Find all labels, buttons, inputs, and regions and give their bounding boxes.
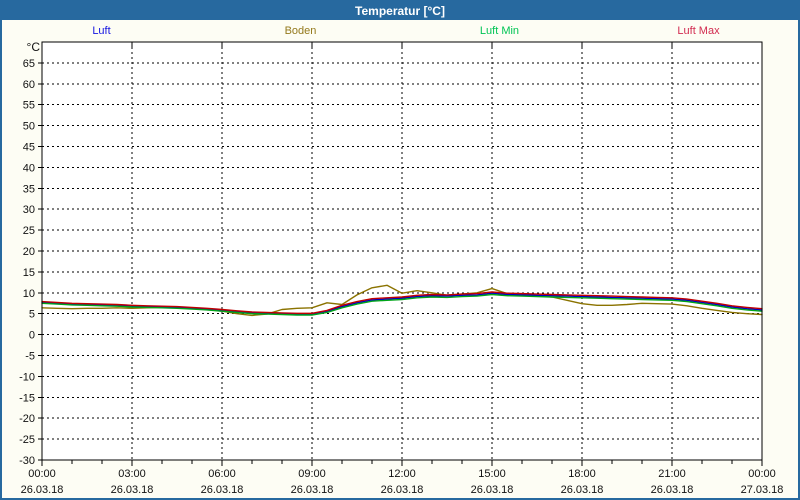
x-axis-time-label: 18:00 [568,468,596,480]
legend-item-luft: Luft [92,25,111,37]
x-axis-date-label: 26.03.18 [21,484,64,496]
x-axis-time-label: 03:00 [118,468,146,480]
y-axis-label: -5 [25,351,35,363]
y-axis-label: -20 [19,413,35,425]
x-axis-time-label: 21:00 [658,468,686,480]
x-axis-date-label: 26.03.18 [471,484,514,496]
y-axis-label: 30 [23,204,35,216]
y-axis-label: -10 [19,371,35,383]
x-axis-date-label: 26.03.18 [381,484,424,496]
x-axis-date-label: 26.03.18 [651,484,694,496]
x-axis-time-label: 12:00 [388,468,416,480]
series-line-luft [41,292,763,315]
window-title: Temperatur [°C] [355,4,445,18]
y-axis-label: 35 [23,183,35,195]
x-axis-time-label: 09:00 [298,468,326,480]
y-axis-label: 65 [23,58,35,70]
y-axis-label: 60 [23,79,35,91]
y-axis-label: 15 [23,267,35,279]
plot-border [41,41,763,461]
series-line-luft-max [41,291,763,314]
legend-item-luft-min: Luft Min [479,25,520,37]
y-axis-label: -15 [19,392,35,404]
y-axis-label: 55 [23,100,35,112]
x-axis-date-label: 26.03.18 [561,484,604,496]
window-titlebar: Temperatur [°C] [2,2,798,20]
series-line-luft-min [41,293,763,316]
x-axis-time-label: 15:00 [478,468,506,480]
y-axis-label: 25 [23,225,35,237]
legend-item-luft-max: Luft Max [677,25,720,37]
y-axis-unit-label: °C [27,40,41,54]
y-axis-label: 20 [23,246,35,258]
legend-item-boden: Boden [284,25,317,37]
y-axis-label: 10 [23,288,35,300]
y-axis-label: 0 [29,330,35,342]
x-axis-date-label: 27.03.18 [741,484,784,496]
temperature-chart: -30 -25 -20 -15 -10 -5 0 5 10 15 20 25 30 35 40 45 50 55 6… [19,40,784,496]
chart-figure: Luft Boden Luft Min Luft Max -30 -25 -20 -15 -1… [2,20,798,498]
y-axis-label: -30 [19,455,35,467]
y-axis-label: 5 [29,309,35,321]
y-axis-label: -25 [19,434,35,446]
y-axis-label: 50 [23,121,35,133]
x-axis-time-label: 00:00 [28,468,56,480]
y-axis-label: 45 [23,142,35,154]
y-axis-label: 40 [23,162,35,174]
x-axis-date-label: 26.03.18 [201,484,244,496]
x-axis-date-label: 26.03.18 [291,484,334,496]
x-axis-date-label: 26.03.18 [111,484,154,496]
chart-legend: Luft Boden Luft Min Luft Max [2,24,798,38]
x-axis-time-label: 00:00 [748,468,776,480]
x-axis-time-label: 06:00 [208,468,236,480]
